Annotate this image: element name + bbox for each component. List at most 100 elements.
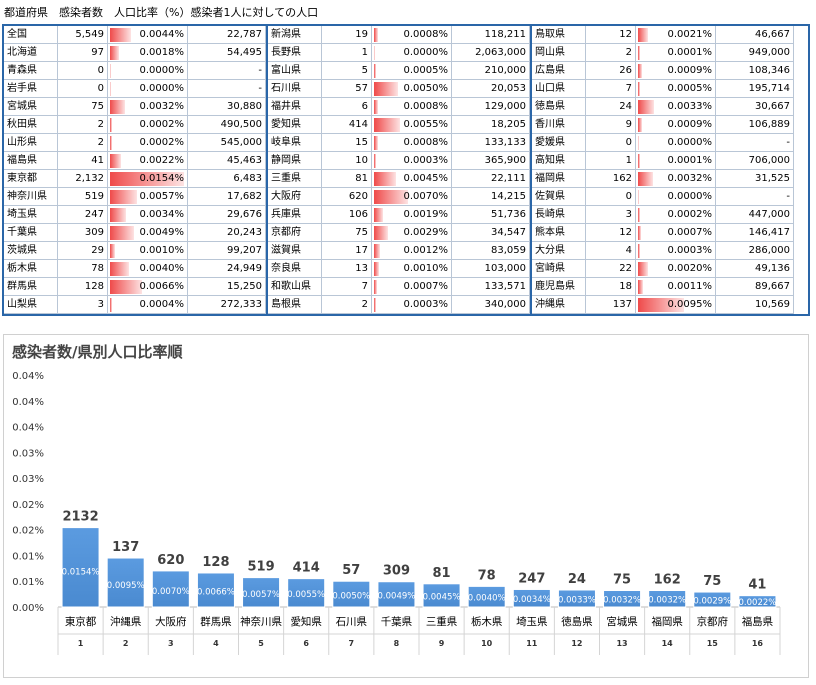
prefecture-cell: 徳島県: [532, 98, 586, 116]
count-cell-text: 75: [91, 101, 104, 112]
per-capita-cell: 24,949: [188, 260, 266, 278]
prefecture-cell-text: 長崎県: [535, 209, 565, 220]
rate-cell-text: 0.0022%: [139, 155, 185, 166]
rate-databar: [638, 100, 654, 114]
prefecture-cell-text: 大分県: [535, 245, 565, 256]
rate-cell: 0.0009%: [636, 62, 716, 80]
count-cell: 22: [586, 260, 636, 278]
prefecture-cell-text: 埼玉県: [7, 209, 37, 220]
count-label: 41: [748, 578, 766, 593]
rate-cell-text: 0.0004%: [139, 299, 185, 310]
prefecture-cell-text: 福島県: [7, 155, 37, 166]
rate-cell-text: 0.0000%: [403, 47, 449, 58]
prefecture-cell: 香川県: [532, 116, 586, 134]
rate-databar: [374, 46, 375, 60]
table-block-3: 鳥取県 12 0.0021% 46,667 岡山県 2 0.0001% 949,000 広島県 2…: [530, 26, 794, 314]
rate-cell: 0.0001%: [636, 44, 716, 62]
count-cell-text: 24: [619, 101, 632, 112]
rate-cell-text: 0.0045%: [403, 173, 449, 184]
prefecture-cell: 秋田県: [4, 116, 58, 134]
per-capita-cell: 133,133: [452, 134, 530, 152]
count-label: 78: [478, 568, 496, 583]
prefecture-cell-text: 香川県: [535, 119, 565, 130]
count-cell-text: 5: [361, 65, 368, 76]
rate-cell-text: 0.0000%: [667, 191, 713, 202]
prefecture-cell: 青森県: [4, 62, 58, 80]
per-capita-cell: 99,207: [188, 242, 266, 260]
per-capita-cell-text: 20,243: [227, 227, 262, 238]
count-cell: 97: [58, 44, 108, 62]
rate-cell-text: 0.0003%: [403, 155, 449, 166]
prefecture-cell: 高知県: [532, 152, 586, 170]
per-capita-cell-text: 545,000: [220, 137, 262, 148]
count-label: 2132: [62, 510, 98, 525]
per-capita-cell: 146,417: [716, 224, 794, 242]
rate-cell: 0.0018%: [108, 44, 188, 62]
count-cell: 2,132: [58, 170, 108, 188]
rate-cell-text: 0.0021%: [667, 29, 713, 40]
per-capita-cell: 30,880: [188, 98, 266, 116]
per-capita-cell-text: 34,547: [491, 227, 526, 238]
per-capita-cell-text: 30,880: [227, 101, 262, 112]
per-capita-cell: 365,900: [452, 152, 530, 170]
prefecture-cell-text: 山梨県: [7, 299, 37, 310]
rate-cell-text: 0.0008%: [403, 29, 449, 40]
count-cell-text: 17: [355, 245, 368, 256]
prefecture-cell: 奈良県: [268, 260, 322, 278]
prefecture-cell: 岐阜県: [268, 134, 322, 152]
value-label: 0.0032%: [648, 596, 686, 606]
rate-databar: [374, 262, 379, 276]
value-label: 0.0066%: [197, 588, 235, 598]
rate-cell: 0.0095%: [636, 296, 716, 314]
per-capita-cell: 118,211: [452, 26, 530, 44]
rate-cell-text: 0.0044%: [139, 29, 185, 40]
rate-cell: 0.0002%: [636, 206, 716, 224]
count-cell-text: 1: [361, 47, 368, 58]
prefecture-cell: 福島県: [4, 152, 58, 170]
rank-label: 11: [526, 639, 538, 648]
rate-cell-text: 0.0001%: [667, 155, 713, 166]
count-cell-text: 3: [97, 299, 104, 310]
count-label: 75: [613, 573, 631, 588]
rate-cell-text: 0.0003%: [403, 299, 449, 310]
y-tick-label: 0.04%: [12, 423, 44, 434]
count-label: 519: [247, 560, 274, 575]
rate-cell-text: 0.0009%: [667, 65, 713, 76]
count-cell-text: 620: [348, 191, 368, 202]
count-cell: 0: [586, 134, 636, 152]
per-capita-cell-text: 706,000: [748, 155, 790, 166]
count-cell-text: 75: [355, 227, 368, 238]
prefecture-cell: 和歌山県: [268, 278, 322, 296]
rate-cell-text: 0.0003%: [667, 245, 713, 256]
rate-databar: [638, 28, 649, 42]
per-capita-cell-text: 14,215: [491, 191, 526, 202]
count-cell-text: 2: [625, 47, 632, 58]
prefecture-cell-text: 石川県: [271, 83, 301, 94]
count-cell: 2: [322, 296, 372, 314]
count-cell-text: 12: [619, 29, 632, 40]
prefecture-cell-text: 新潟県: [271, 29, 301, 40]
rate-cell: 0.0066%: [108, 278, 188, 296]
per-capita-cell-text: 29,676: [227, 209, 262, 220]
count-label: 128: [202, 555, 229, 570]
per-capita-cell: 54,495: [188, 44, 266, 62]
prefecture-cell-text: 全国: [7, 29, 27, 40]
per-capita-cell: 15,250: [188, 278, 266, 296]
per-capita-cell: 20,053: [452, 80, 530, 98]
value-label: 0.0032%: [603, 596, 641, 606]
per-capita-cell-text: 108,346: [748, 65, 790, 76]
per-capita-cell: 286,000: [716, 242, 794, 260]
count-cell-text: 12: [619, 227, 632, 238]
rate-cell: 0.0044%: [108, 26, 188, 44]
prefecture-cell-text: 熊本県: [535, 227, 565, 238]
count-cell: 137: [586, 296, 636, 314]
bar: [377, 581, 416, 608]
per-capita-cell-text: 89,667: [755, 281, 790, 292]
prefecture-cell-text: 岩手県: [7, 83, 37, 94]
count-cell: 41: [58, 152, 108, 170]
prefecture-cell-text: 岐阜県: [271, 137, 301, 148]
count-cell: 24: [586, 98, 636, 116]
rate-databar: [110, 154, 121, 168]
count-cell-text: 6: [361, 101, 368, 112]
bar: [242, 577, 281, 608]
